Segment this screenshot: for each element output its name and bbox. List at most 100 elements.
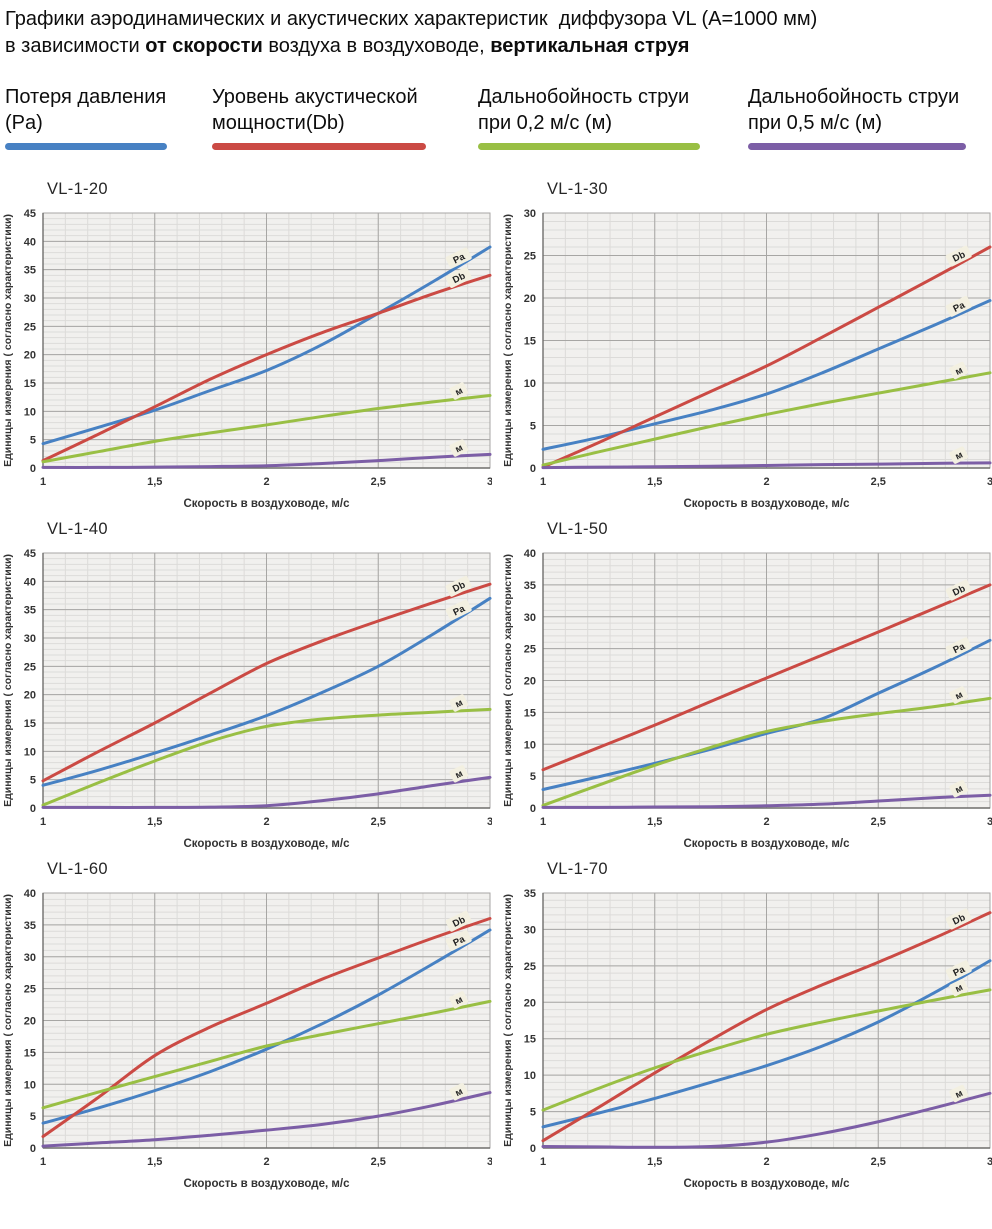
legend-label: Дальнобойность струи при 0,5 м/с (м) — [748, 86, 960, 134]
x-tick-label: 1,5 — [647, 1156, 662, 1168]
x-axis-title: Скорость в воздуховоде, м/с — [684, 498, 851, 510]
series-line-м — [541, 793, 992, 809]
x-tick-label: 3 — [487, 816, 492, 828]
legend-label: Дальнобойность струи при 0,2 м/с (м) — [478, 86, 690, 134]
series-line-Pa — [541, 638, 992, 792]
y-tick-label: 15 — [524, 1034, 536, 1046]
y-tick-label: 5 — [530, 771, 536, 783]
title-line-2-mid: воздуха в воздуховоде, — [262, 35, 491, 57]
series-label-chip-м: м — [449, 439, 469, 457]
series-label-chip-м: м — [949, 361, 969, 380]
series-label-chip-Db: Db — [445, 910, 472, 932]
x-tick-label: 1 — [540, 816, 546, 828]
chart-title: VL-1-70 — [547, 860, 608, 878]
y-tick-label: 40 — [24, 576, 36, 588]
chip-bg — [949, 1084, 969, 1103]
chip-text: Pa — [452, 251, 468, 266]
x-tick-label: 2,5 — [871, 816, 886, 828]
x-tick-label: 1 — [540, 476, 546, 488]
series-line-Db — [541, 911, 992, 1143]
y-tick-label: 10 — [524, 378, 536, 390]
chip-bg — [945, 295, 972, 317]
y-tick-label: 30 — [24, 293, 36, 305]
y-tick-label: 45 — [24, 208, 36, 220]
x-axis-title: Скорость в воздуховоде, м/с — [684, 838, 851, 850]
legend-color-bar-blue — [5, 143, 167, 150]
y-tick-label: 0 — [30, 803, 36, 815]
series-label-chip-Pa: Pa — [945, 960, 972, 982]
y-tick-label: 10 — [524, 739, 536, 751]
legend: Потеря давления (Pa) Уровень акустическо… — [0, 84, 992, 150]
series-line-Pa — [541, 959, 992, 1129]
series-label-chip-Db: Db — [945, 908, 972, 930]
series-label-chip-Pa: Pa — [445, 247, 472, 269]
y-tick-label: 15 — [524, 336, 536, 348]
chip-bg — [449, 439, 469, 457]
chip-text: Pa — [952, 641, 968, 656]
y-tick-label: 5 — [530, 1107, 536, 1119]
series-line-Pa — [41, 928, 492, 1125]
y-tick-label: 40 — [524, 548, 536, 560]
title-line-1: Графики аэродинамических и акустических … — [5, 8, 818, 30]
chip-text: Pa — [452, 603, 468, 618]
series-label-chip-Db: Db — [945, 579, 972, 601]
chart-title: VL-1-30 — [547, 180, 608, 198]
chip-bg — [445, 599, 472, 621]
x-tick-label: 2,5 — [871, 476, 886, 488]
x-tick-label: 3 — [987, 476, 992, 488]
chip-bg — [445, 930, 472, 951]
chip-text: м — [454, 697, 465, 710]
legend-item-jet-range-02: Дальнобойность струи при 0,2 м/с (м) — [478, 84, 713, 150]
y-tick-label: 15 — [24, 718, 36, 730]
x-tick-label: 1,5 — [647, 476, 662, 488]
series-label-chip-Db: Db — [445, 575, 472, 597]
series-label-chip-м: м — [449, 382, 469, 400]
x-tick-label: 1 — [40, 816, 46, 828]
chip-text: Db — [951, 249, 967, 265]
chip-text: Db — [451, 579, 467, 595]
x-tick-label: 2 — [263, 476, 269, 488]
series-line-м — [41, 452, 492, 469]
chart-svg: 0 5 10 15 20 25 30 35 40 1 1,5 2 2,5 3 Скорость в возд… — [502, 548, 992, 850]
legend-color-bar-purple — [748, 143, 966, 150]
y-tick-label: 25 — [24, 661, 36, 673]
chip-bg — [949, 978, 969, 997]
y-tick-label: 5 — [30, 1111, 36, 1123]
y-tick-label: 10 — [24, 406, 36, 418]
y-tick-label: 20 — [524, 997, 536, 1009]
chip-bg — [949, 361, 969, 380]
legend-item-acoustic-power: Уровень акустической мощности(Db) — [212, 84, 452, 150]
series-label-chip-м: м — [449, 694, 469, 712]
x-tick-label: 3 — [487, 1156, 492, 1168]
y-tick-label: 25 — [524, 644, 536, 656]
x-tick-label: 1 — [40, 476, 46, 488]
series-line-Db — [41, 582, 492, 783]
chart-VL-1-30: VL-1-30 0 5 10 15 20 25 30 1 1,5 2 2,5 3 Скорость в в… — [500, 176, 992, 516]
chip-bg — [945, 245, 972, 267]
x-axis-title: Скорость в воздуховоде, м/с — [184, 1178, 351, 1190]
chart-svg: 0 5 10 15 20 25 30 35 40 45 1 1,5 2 2,5 3 Скорость в во… — [2, 548, 492, 850]
y-tick-label: 0 — [30, 1143, 36, 1155]
y-tick-label: 35 — [524, 580, 536, 592]
y-tick-label: 25 — [24, 321, 36, 333]
x-axis-title: Скорость в воздуховоде, м/с — [184, 498, 351, 510]
chip-bg — [445, 247, 472, 269]
y-tick-label: 30 — [524, 208, 536, 220]
y-tick-label: 5 — [30, 435, 36, 447]
series-line-м — [41, 999, 492, 1110]
y-tick-label: 35 — [24, 605, 36, 617]
chart-VL-1-40: VL-1-40 0 5 10 15 20 25 30 35 40 45 1 1,5 2 2,5 3 Скорос… — [0, 516, 500, 856]
series-label-chip-Pa: Pa — [945, 295, 972, 317]
chart-title: VL-1-20 — [47, 180, 108, 198]
y-tick-label: 10 — [24, 1079, 36, 1091]
legend-item-jet-range-05: Дальнобойность струи при 0,5 м/с (м) — [748, 84, 983, 150]
chip-bg — [949, 686, 969, 704]
series-label-chip-м: м — [949, 780, 969, 798]
series-line-м — [41, 775, 492, 809]
y-axis-title: Единицы измерения ( согласно характерист… — [2, 894, 14, 1147]
y-tick-label: 30 — [524, 612, 536, 624]
chip-bg — [445, 575, 472, 597]
x-tick-label: 1 — [540, 1156, 546, 1168]
series-label-chip-м: м — [949, 1084, 969, 1103]
series-label-chip-Db: Db — [445, 267, 472, 288]
